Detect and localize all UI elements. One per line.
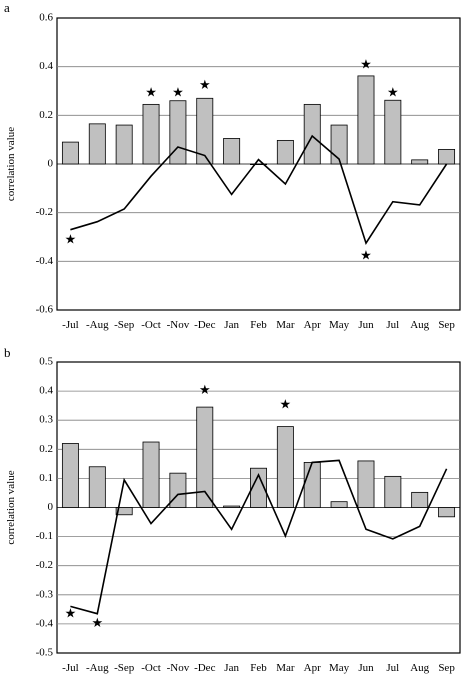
- y-tick-label: 0: [48, 158, 54, 170]
- x-tick-label: Jan: [224, 319, 239, 331]
- bar: [384, 475, 402, 508]
- bar: [438, 507, 456, 518]
- bar: [303, 461, 321, 508]
- x-tick-label: Aug: [410, 319, 429, 331]
- x-tick-label: -Aug: [86, 319, 109, 331]
- y-axis-label: correlation value: [5, 470, 17, 544]
- bar: [223, 138, 241, 165]
- significance-star: ★: [199, 77, 211, 92]
- bar: [61, 443, 79, 508]
- bar: [88, 123, 106, 165]
- significance-star: ★: [360, 247, 372, 262]
- significance-star: ★: [360, 56, 372, 71]
- bar: [169, 472, 187, 508]
- y-tick-label: -0.4: [36, 617, 54, 629]
- x-tick-label: Sep: [438, 662, 455, 674]
- x-tick-label: -Dec: [194, 319, 215, 331]
- bar: [384, 99, 402, 165]
- significance-star: ★: [91, 615, 103, 630]
- y-tick-label: -0.4: [36, 255, 54, 267]
- x-tick-label: -Oct: [141, 662, 161, 674]
- y-tick-label: 0.5: [39, 356, 53, 368]
- significance-star: ★: [280, 397, 292, 412]
- x-tick-label: May: [329, 319, 350, 331]
- x-tick-label: Apr: [304, 319, 321, 331]
- x-tick-label: Feb: [250, 662, 267, 674]
- bar: [411, 159, 429, 165]
- bar: [61, 141, 79, 165]
- bar: [357, 75, 375, 165]
- bar: [250, 467, 267, 508]
- y-tick-label: -0.6: [36, 304, 54, 316]
- bar: [115, 124, 133, 165]
- significance-star: ★: [145, 84, 157, 99]
- x-tick-label: -Sep: [114, 319, 135, 331]
- x-tick-label: May: [329, 662, 350, 674]
- x-tick-label: Jun: [358, 662, 374, 674]
- significance-star: ★: [65, 605, 77, 620]
- y-tick-label: 0.4: [39, 385, 53, 397]
- x-tick-label: Mar: [276, 319, 295, 331]
- bar: [142, 103, 160, 165]
- y-tick-label: 0.2: [39, 109, 53, 121]
- x-tick-label: Mar: [276, 662, 295, 674]
- x-tick-label: -Dec: [194, 662, 215, 674]
- y-tick-label: 0.2: [39, 443, 53, 455]
- bar: [357, 460, 375, 508]
- bar: [169, 100, 187, 165]
- x-tick-label: -Jul: [62, 319, 79, 331]
- panel-b: -0.5 -0.4 -0.3 -0.2 -0.1 0 0.1 0.2 0.3 0.4 0.5 ★ ★ ★ ★…: [4, 345, 461, 674]
- y-tick-label: 0: [48, 501, 54, 513]
- bar: [330, 124, 348, 165]
- bar: [250, 163, 267, 166]
- x-tick-label: -Aug: [86, 662, 109, 674]
- y-tick-label: 0.6: [39, 12, 53, 24]
- x-tick-label: Jun: [358, 319, 374, 331]
- bar: [196, 97, 214, 165]
- bar: [330, 501, 348, 508]
- x-tick-label: Sep: [438, 319, 455, 331]
- y-axis-label: correlation value: [5, 127, 17, 201]
- y-tick-label: -0.2: [36, 206, 53, 218]
- x-tick-label: Jan: [224, 662, 239, 674]
- x-tick-label: Apr: [304, 662, 321, 674]
- bar: [115, 507, 133, 516]
- y-tick-label: -0.1: [36, 530, 53, 542]
- panel-label: a: [4, 0, 10, 15]
- significance-star: ★: [387, 84, 399, 99]
- bar: [276, 426, 294, 508]
- y-tick-label: -0.2: [36, 559, 53, 571]
- bar: [88, 466, 106, 508]
- x-tick-label: -Sep: [114, 662, 135, 674]
- y-tick-label: -0.5: [36, 647, 54, 659]
- x-tick-label: -Oct: [141, 319, 161, 331]
- x-tick-label: -Nov: [167, 662, 190, 674]
- bar: [411, 491, 429, 508]
- significance-star: ★: [65, 232, 77, 247]
- x-tick-label: Jul: [386, 319, 399, 331]
- x-tick-label: -Nov: [167, 319, 190, 331]
- bar: [196, 406, 214, 508]
- x-tick-label: -Jul: [62, 662, 79, 674]
- y-tick-label: 0.3: [39, 414, 53, 426]
- y-tick-label: 0.1: [39, 472, 53, 484]
- bar: [142, 441, 160, 508]
- bar: [303, 103, 321, 165]
- y-tick-label: 0.4: [39, 60, 53, 72]
- significance-star: ★: [172, 84, 184, 99]
- y-tick-label: -0.3: [36, 588, 54, 600]
- panel-a: -0.6 -0.4 -0.2 0 0.2 0.4 0.6 ★ ★ ★ ★ ★ ★ ★ -Jul -Aug -Se…: [4, 0, 461, 331]
- x-tick-label: Jul: [386, 662, 399, 674]
- panel-label: b: [4, 345, 11, 360]
- x-tick-label: Aug: [410, 662, 429, 674]
- series-line: [70, 134, 448, 245]
- series-line: [70, 459, 448, 615]
- bar: [438, 148, 456, 165]
- significance-star: ★: [199, 382, 211, 397]
- bar: [276, 139, 294, 165]
- x-tick-label: Feb: [250, 319, 267, 331]
- bar: [223, 505, 241, 508]
